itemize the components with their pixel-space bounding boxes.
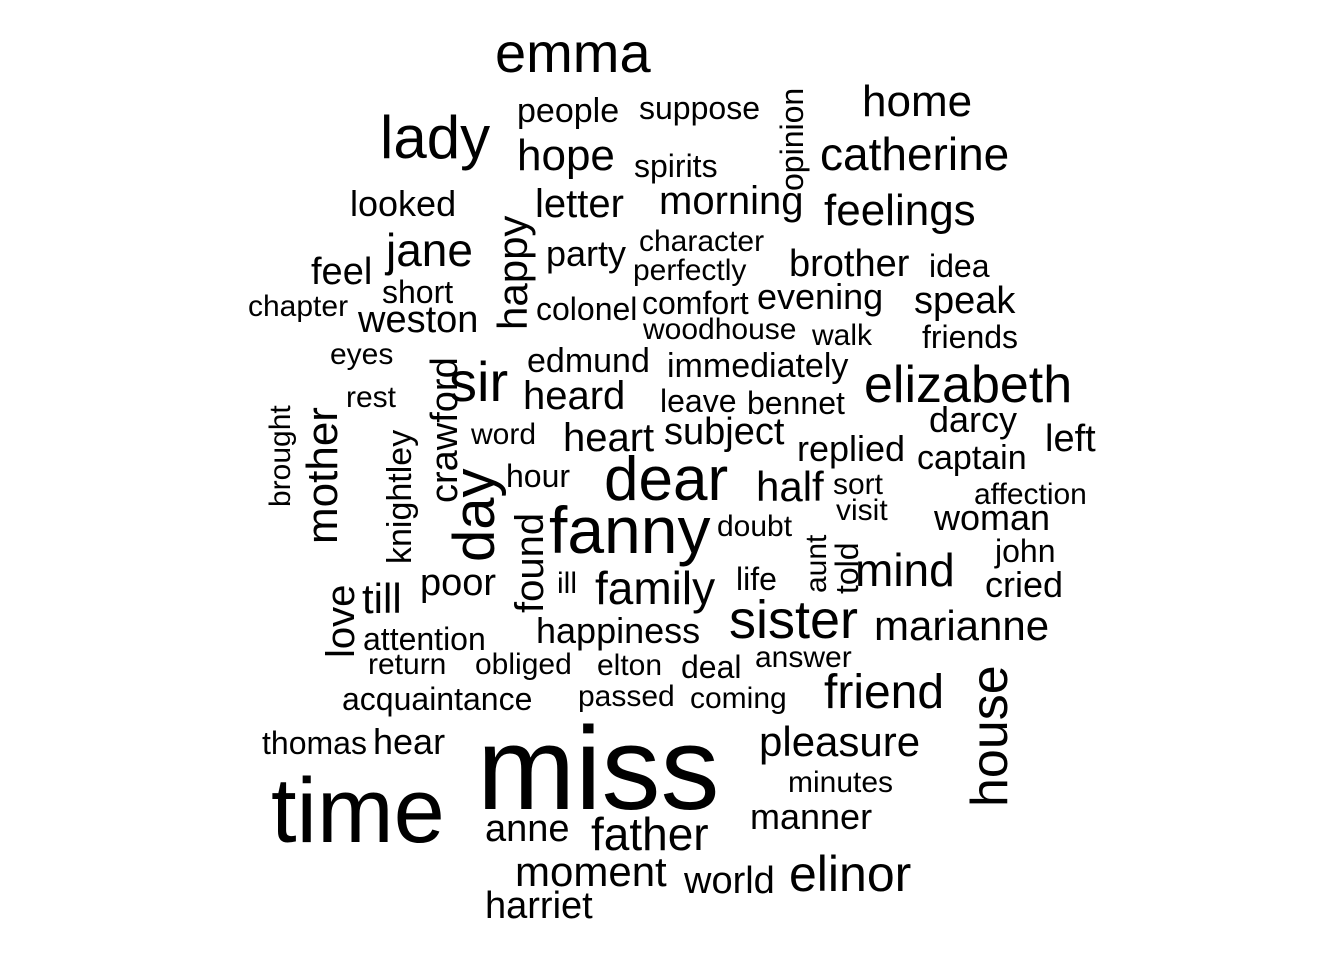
word-chapter: chapter <box>248 290 349 323</box>
word-sister: sister <box>729 590 859 650</box>
word-harriet: harriet <box>485 885 593 927</box>
word-bennet: bennet <box>747 385 845 421</box>
word-brother: brother <box>789 243 910 285</box>
word-pleasure: pleasure <box>759 718 921 765</box>
word-world: world <box>684 860 775 902</box>
word-colonel: colonel <box>536 291 638 327</box>
word-ill: ill <box>557 567 577 600</box>
word-happiness: happiness <box>536 610 701 651</box>
word-perfectly: perfectly <box>633 254 747 287</box>
word-acquaintance: acquaintance <box>342 681 533 717</box>
word-word: word <box>471 418 537 451</box>
word-sort: sort <box>833 468 884 501</box>
word-emma: emma <box>495 21 651 84</box>
word-morning: morning <box>659 179 804 223</box>
word-weston: weston <box>358 299 479 341</box>
word-elinor: elinor <box>789 846 912 902</box>
word-rest: rest <box>346 381 397 414</box>
word-day: day <box>442 468 507 562</box>
word-sir: sir <box>449 350 509 413</box>
word-attention: attention <box>363 621 486 657</box>
word-poor: poor <box>420 562 497 604</box>
word-jane: jane <box>386 224 473 276</box>
word-return: return <box>368 648 447 681</box>
word-opinion: opinion <box>774 87 810 191</box>
word-answer: answer <box>755 641 852 674</box>
word-heard: heard <box>523 374 626 418</box>
word-party: party <box>546 233 627 274</box>
word-minutes: minutes <box>788 766 894 799</box>
word-friends: friends <box>922 319 1019 355</box>
word-lady: lady <box>380 104 491 171</box>
word-anne: anne <box>485 808 570 850</box>
word-left: left <box>1045 418 1096 460</box>
word-replied: replied <box>797 428 906 469</box>
word-obliged: obliged <box>475 648 572 681</box>
word-evening: evening <box>757 276 884 317</box>
word-dear: dear <box>604 445 729 514</box>
word-catherine: catherine <box>820 128 1010 180</box>
word-john: john <box>995 533 1056 569</box>
word-comfort: comfort <box>642 285 749 321</box>
word-mind: mind <box>855 544 955 596</box>
word-idea: idea <box>929 248 990 284</box>
word-walk: walk <box>812 319 873 352</box>
word-time: time <box>271 760 445 862</box>
word-leave: leave <box>660 383 737 419</box>
word-till: till <box>362 575 402 622</box>
word-elizabeth: elizabeth <box>864 356 1073 414</box>
word-marianne: marianne <box>874 602 1050 649</box>
word-character: character <box>639 225 765 258</box>
word-home: home <box>862 77 973 126</box>
word-knightley: knightley <box>381 429 419 564</box>
word-woman: woman <box>934 497 1051 538</box>
word-hear: hear <box>373 721 446 762</box>
word-family: family <box>595 562 716 614</box>
word-love: love <box>319 584 363 658</box>
word-captain: captain <box>917 439 1027 477</box>
word-letter: letter <box>535 182 624 226</box>
word-thomas: thomas <box>262 725 367 761</box>
word-darcy: darcy <box>929 399 1018 440</box>
word-elton: elton <box>597 649 663 682</box>
word-doubt: doubt <box>717 510 793 543</box>
word-manner: manner <box>750 796 873 837</box>
word-speak: speak <box>914 280 1016 322</box>
word-affection: affection <box>974 478 1087 511</box>
word-passed: passed <box>578 680 675 713</box>
word-brought: brought <box>264 405 297 507</box>
word-suppose: suppose <box>639 90 760 126</box>
word-father: father <box>591 808 709 860</box>
word-house: house <box>961 665 1019 807</box>
word-coming: coming <box>690 682 787 715</box>
word-cried: cried <box>985 564 1064 605</box>
word-moment: moment <box>515 848 667 895</box>
word-found: found <box>508 512 552 613</box>
word-spirits: spirits <box>634 148 718 184</box>
word-feel: feel <box>311 251 373 293</box>
word-mother: mother <box>298 407 347 544</box>
word-woodhouse: woodhouse <box>643 313 797 346</box>
word-miss: miss <box>477 703 720 835</box>
word-short: short <box>382 274 454 310</box>
word-eyes: eyes <box>330 338 394 371</box>
word-hope: hope <box>517 131 615 180</box>
word-friend: friend <box>824 666 945 719</box>
word-looked: looked <box>350 183 457 224</box>
word-feelings: feelings <box>824 186 976 235</box>
word-life: life <box>736 561 777 597</box>
word-half: half <box>756 463 824 510</box>
word-hour: hour <box>506 458 571 494</box>
word-fanny: fanny <box>549 493 711 567</box>
word-heart: heart <box>563 416 655 460</box>
word-aunt: aunt <box>800 534 833 593</box>
word-deal: deal <box>681 649 742 685</box>
word-subject: subject <box>664 411 785 453</box>
word-happy: happy <box>489 215 536 330</box>
word-edmund: edmund <box>527 342 650 380</box>
word-immediately: immediately <box>667 347 849 385</box>
word-people: people <box>517 92 620 130</box>
word-visit: visit <box>836 494 888 527</box>
